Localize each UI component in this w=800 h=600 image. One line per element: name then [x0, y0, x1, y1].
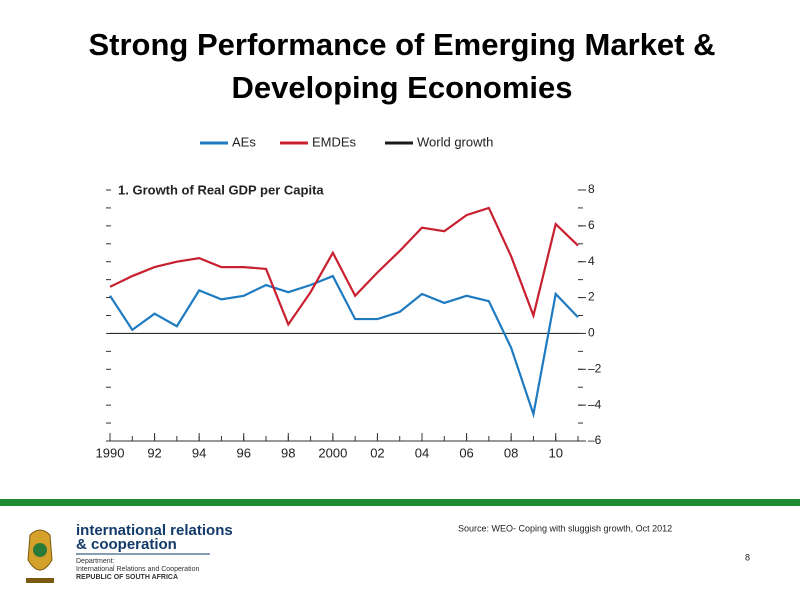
x-tick-label: 96 — [236, 445, 250, 460]
green-band — [0, 499, 800, 506]
y-tick-label: 0 — [588, 326, 595, 340]
y-tick-label: –6 — [588, 433, 602, 447]
y-tick-label: 2 — [588, 290, 595, 304]
series-line — [109, 274, 579, 419]
logo-text: & cooperation — [76, 536, 177, 553]
chart-title: 1. Growth of Real GDP per Capita — [118, 182, 324, 197]
y-tick-label: 8 — [588, 182, 595, 196]
x-tick-label: 10 — [548, 445, 562, 460]
logo-text: international relations — [76, 522, 233, 539]
y-tick-label: 4 — [588, 254, 595, 268]
y-tick-label: 6 — [588, 218, 595, 232]
series-line — [109, 206, 579, 327]
x-tick-label: 94 — [192, 445, 206, 460]
slide-title: Strong Performance of Emerging Market & — [88, 27, 715, 62]
slide-title: Developing Economies — [231, 70, 572, 105]
x-tick-label: 98 — [281, 445, 295, 460]
x-tick-label: 1990 — [96, 445, 125, 460]
x-tick-label: 02 — [370, 445, 384, 460]
x-tick-label: 2000 — [318, 445, 347, 460]
logo-text: International Relations and Cooperation — [76, 566, 199, 573]
legend-label: EMDEs — [312, 134, 357, 149]
logo-crest — [26, 529, 54, 583]
y-tick-label: –4 — [588, 397, 602, 411]
x-tick-label: 92 — [147, 445, 161, 460]
logo-text: Department: — [76, 558, 115, 565]
page-number: 8 — [745, 552, 750, 562]
x-tick-label: 08 — [504, 445, 518, 460]
logo-text: REPUBLIC OF SOUTH AFRICA — [76, 574, 178, 581]
x-tick-label: 06 — [459, 445, 473, 460]
source-note: Source: WEO- Coping with sluggish growth… — [458, 523, 672, 533]
legend-label: AEs — [232, 134, 256, 149]
y-tick-label: –2 — [588, 361, 602, 375]
x-tick-label: 04 — [415, 445, 429, 460]
legend-label: World growth — [417, 134, 493, 149]
